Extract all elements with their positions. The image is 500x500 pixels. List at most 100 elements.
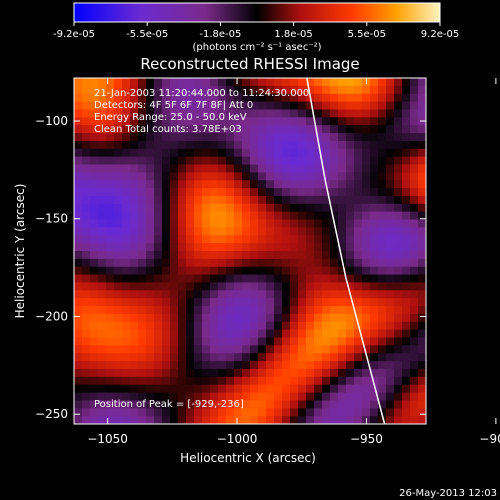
heatmap-cell [274,235,283,244]
heatmap-cell [122,392,131,402]
heatmap-cell [106,156,115,166]
heatmap-cell [114,235,123,244]
heatmap-cell [106,392,115,402]
heatmap-cell [194,101,203,111]
heatmap-cell [298,337,307,346]
heatmap-cell [162,392,171,402]
heatmap-cell [218,337,227,346]
heatmap-cell [282,361,291,370]
heatmap-cell [146,140,155,150]
heatmap-cell [114,329,123,339]
heatmap-cell [386,266,395,276]
heatmap-cell [162,93,171,103]
heatmap-cell [346,321,355,331]
heatmap-cell [330,180,339,189]
heatmap-cell [114,274,123,284]
heatmap-cell [338,282,347,291]
heatmap-cell [362,203,371,213]
heatmap-cell [186,156,195,166]
heatmap-cell [122,416,131,424]
heatmap-cell [178,164,187,173]
heatmap-cell [298,274,307,284]
heatmap-cell [106,266,115,276]
heatmap-cell [282,392,291,402]
heatmap-cell [162,235,171,244]
heatmap-cell [178,219,187,229]
heatmap-cell [234,148,243,158]
heatmap-cell [114,345,123,354]
heatmap-cell [146,203,155,213]
heatmap-cell [386,188,395,197]
heatmap-cell [258,133,267,142]
heatmap-cell [186,392,195,402]
heatmap-cell [266,219,275,229]
heatmap-cell [82,266,91,276]
heatmap-cell [258,235,267,244]
heatmap-cell [410,235,419,244]
heatmap-cell [146,392,155,402]
heatmap-cell [290,416,299,424]
heatmap-cell [266,313,275,323]
heatmap-cell [226,376,235,386]
heatmap-cell [218,140,227,150]
heatmap-cell [338,156,347,166]
heatmap-cell [378,140,387,150]
heatmap-cell [330,361,339,370]
heatmap-cell [338,164,347,173]
heatmap-cell [370,290,379,299]
heatmap-cell [266,329,275,339]
heatmap-cell [218,392,227,402]
heatmap-cell [338,227,347,236]
heatmap-cell [394,109,403,118]
heatmap-cell [210,164,219,173]
heatmap-cell [162,117,171,126]
heatmap-cell [338,274,347,284]
heatmap-cell [74,117,83,126]
heatmap-cell [202,164,211,173]
x-axis-label: Heliocentric X (arcsec) [180,451,316,465]
heatmap-cell [154,321,163,331]
heatmap-cell [242,290,251,299]
heatmap-cell [130,101,139,111]
heatmap-cell [418,117,426,126]
heatmap-cell [170,290,179,299]
heatmap-cell [130,306,139,315]
heatmap-cell [202,243,211,252]
heatmap-cell [106,321,115,331]
heatmap-cell [370,188,379,197]
heatmap-cell [298,400,307,409]
heatmap-cell [266,384,275,394]
heatmap-cell [138,353,147,362]
heatmap-cell [362,337,371,346]
heatmap-cell [282,416,291,424]
heatmap-cell [394,392,403,402]
heatmap-cell [106,140,115,150]
heatmap-cell [314,195,323,205]
heatmap-cell [298,101,307,111]
heatmap-cell [210,203,219,213]
heatmap-cell [290,219,299,229]
heatmap-cell [170,306,179,315]
heatmap-cell [378,172,387,181]
heatmap-cell [298,298,307,307]
heatmap-cell [74,368,83,378]
heatmap-cell [170,101,179,111]
heatmap-cell [378,188,387,197]
heatmap-cell [330,188,339,197]
heatmap-cell [242,282,251,291]
heatmap-cell [266,408,275,417]
heatmap-cell [410,117,419,126]
heatmap-cell [346,227,355,236]
heatmap-cell [354,78,363,87]
heatmap-cell [218,329,227,339]
chart-title: Reconstructed RHESSI Image [140,55,359,73]
x-tick-label: −950 [350,432,383,446]
heatmap-cell [250,164,259,173]
heatmap-cell [178,384,187,394]
heatmap-cell [226,313,235,323]
heatmap-cell [354,400,363,409]
heatmap-cell [186,282,195,291]
heatmap-cell [386,298,395,307]
heatmap-cell [402,416,411,424]
heatmap-cell [90,298,99,307]
